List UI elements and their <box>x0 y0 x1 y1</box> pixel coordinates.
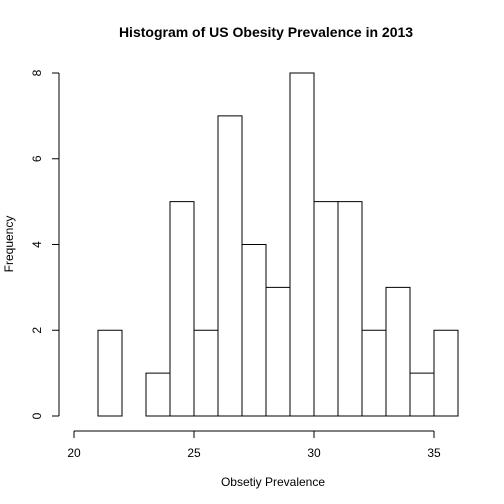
y-axis: 0 2 4 6 8 <box>30 69 60 419</box>
histogram-bar-5 <box>217 115 243 417</box>
x-tick-label-35: 35 <box>427 446 441 460</box>
histogram-bar-13 <box>409 372 435 417</box>
histogram-bar-9 <box>313 201 339 417</box>
x-tick-label-20: 20 <box>67 446 81 460</box>
histogram-bar-12 <box>385 286 411 417</box>
y-tick-label-4: 4 <box>30 241 44 248</box>
x-tick-label-25: 25 <box>187 446 201 460</box>
histogram-bar-8 <box>289 72 315 417</box>
y-tick-label-2: 2 <box>30 327 44 334</box>
histogram-bar-10 <box>337 201 363 417</box>
y-tick-label-6: 6 <box>30 155 44 162</box>
histogram-bar-2 <box>145 372 171 417</box>
histogram-bar-6 <box>241 244 267 417</box>
x-tick-label-30: 30 <box>307 446 321 460</box>
y-tick-label-0: 0 <box>30 412 44 419</box>
histogram-bar-11 <box>361 329 387 417</box>
y-axis-label: Frequency <box>2 216 16 273</box>
histogram-bar-4 <box>193 329 219 417</box>
histogram-bar-0 <box>97 329 123 417</box>
y-tick-label-8: 8 <box>30 69 44 76</box>
x-axis-label: Obsetiy Prevalence <box>221 475 325 489</box>
x-axis: 20 25 30 35 <box>67 430 441 460</box>
bars-group <box>97 72 459 417</box>
histogram-bar-14 <box>433 329 459 417</box>
chart-title: Histogram of US Obesity Prevalence in 20… <box>119 24 413 40</box>
histogram-bar-3 <box>169 201 195 417</box>
histogram-bar-7 <box>265 286 291 417</box>
